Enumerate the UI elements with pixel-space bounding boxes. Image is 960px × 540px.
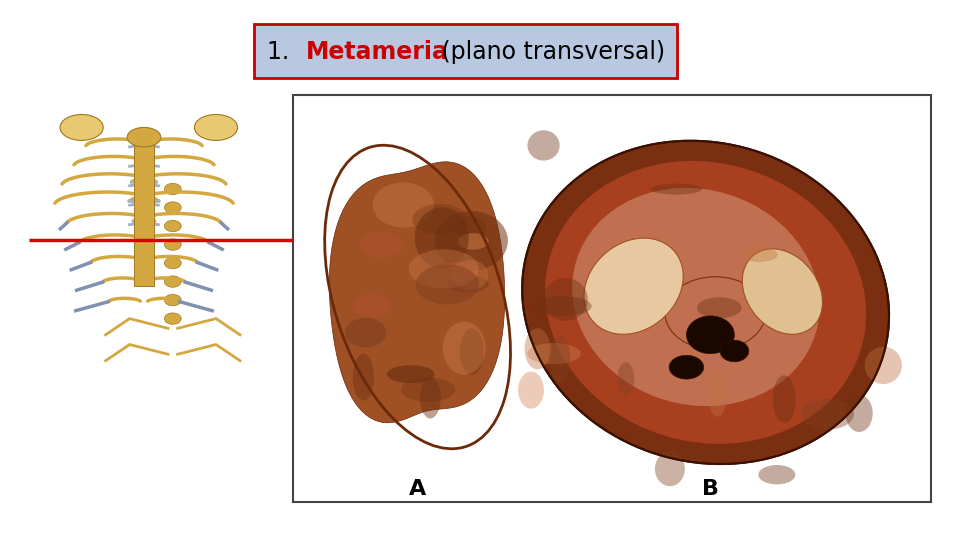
Ellipse shape xyxy=(372,183,434,228)
FancyBboxPatch shape xyxy=(254,24,677,78)
Bar xyxy=(293,94,931,502)
Ellipse shape xyxy=(865,347,902,384)
Ellipse shape xyxy=(550,336,570,382)
Ellipse shape xyxy=(527,343,581,364)
Ellipse shape xyxy=(415,207,468,268)
Ellipse shape xyxy=(708,372,727,417)
Ellipse shape xyxy=(801,399,854,430)
Ellipse shape xyxy=(720,340,749,362)
Ellipse shape xyxy=(352,294,391,317)
Ellipse shape xyxy=(416,265,479,305)
Ellipse shape xyxy=(518,372,544,409)
Ellipse shape xyxy=(545,161,866,444)
Ellipse shape xyxy=(460,328,484,375)
Ellipse shape xyxy=(164,220,181,232)
Ellipse shape xyxy=(453,260,489,291)
Bar xyxy=(134,140,154,286)
Ellipse shape xyxy=(846,395,873,432)
Ellipse shape xyxy=(440,262,478,281)
Text: B: B xyxy=(702,478,719,499)
Text: Metameria: Metameria xyxy=(305,40,448,64)
Ellipse shape xyxy=(60,114,103,140)
Ellipse shape xyxy=(409,249,479,288)
Ellipse shape xyxy=(773,375,796,423)
Ellipse shape xyxy=(164,202,181,213)
Ellipse shape xyxy=(458,233,489,249)
Polygon shape xyxy=(329,162,505,423)
Ellipse shape xyxy=(387,365,435,383)
Ellipse shape xyxy=(164,239,181,250)
Ellipse shape xyxy=(572,188,820,406)
Ellipse shape xyxy=(412,204,468,234)
Ellipse shape xyxy=(524,328,550,369)
Ellipse shape xyxy=(164,258,181,269)
Ellipse shape xyxy=(758,465,795,484)
Ellipse shape xyxy=(651,184,702,194)
Ellipse shape xyxy=(456,217,487,242)
Text: (plano transversal): (plano transversal) xyxy=(434,40,664,64)
Ellipse shape xyxy=(164,276,181,287)
Ellipse shape xyxy=(665,276,765,350)
Ellipse shape xyxy=(127,127,161,147)
Ellipse shape xyxy=(359,232,403,258)
Ellipse shape xyxy=(443,322,486,375)
Ellipse shape xyxy=(742,249,823,334)
Ellipse shape xyxy=(164,294,181,306)
Ellipse shape xyxy=(164,313,181,324)
Ellipse shape xyxy=(345,318,387,347)
Ellipse shape xyxy=(697,298,741,318)
Ellipse shape xyxy=(447,275,489,293)
Text: 1.: 1. xyxy=(267,40,297,64)
Ellipse shape xyxy=(194,114,238,140)
Ellipse shape xyxy=(164,183,181,195)
Ellipse shape xyxy=(543,278,588,321)
Ellipse shape xyxy=(420,377,441,418)
Ellipse shape xyxy=(584,238,684,334)
Ellipse shape xyxy=(655,451,684,486)
Ellipse shape xyxy=(740,248,778,262)
Ellipse shape xyxy=(435,211,508,271)
Ellipse shape xyxy=(686,316,734,354)
Ellipse shape xyxy=(527,130,560,160)
Ellipse shape xyxy=(669,355,704,379)
Ellipse shape xyxy=(617,362,635,396)
Ellipse shape xyxy=(535,296,591,316)
Ellipse shape xyxy=(522,141,889,464)
Ellipse shape xyxy=(353,354,373,401)
Text: A: A xyxy=(409,478,426,499)
Ellipse shape xyxy=(401,377,455,402)
